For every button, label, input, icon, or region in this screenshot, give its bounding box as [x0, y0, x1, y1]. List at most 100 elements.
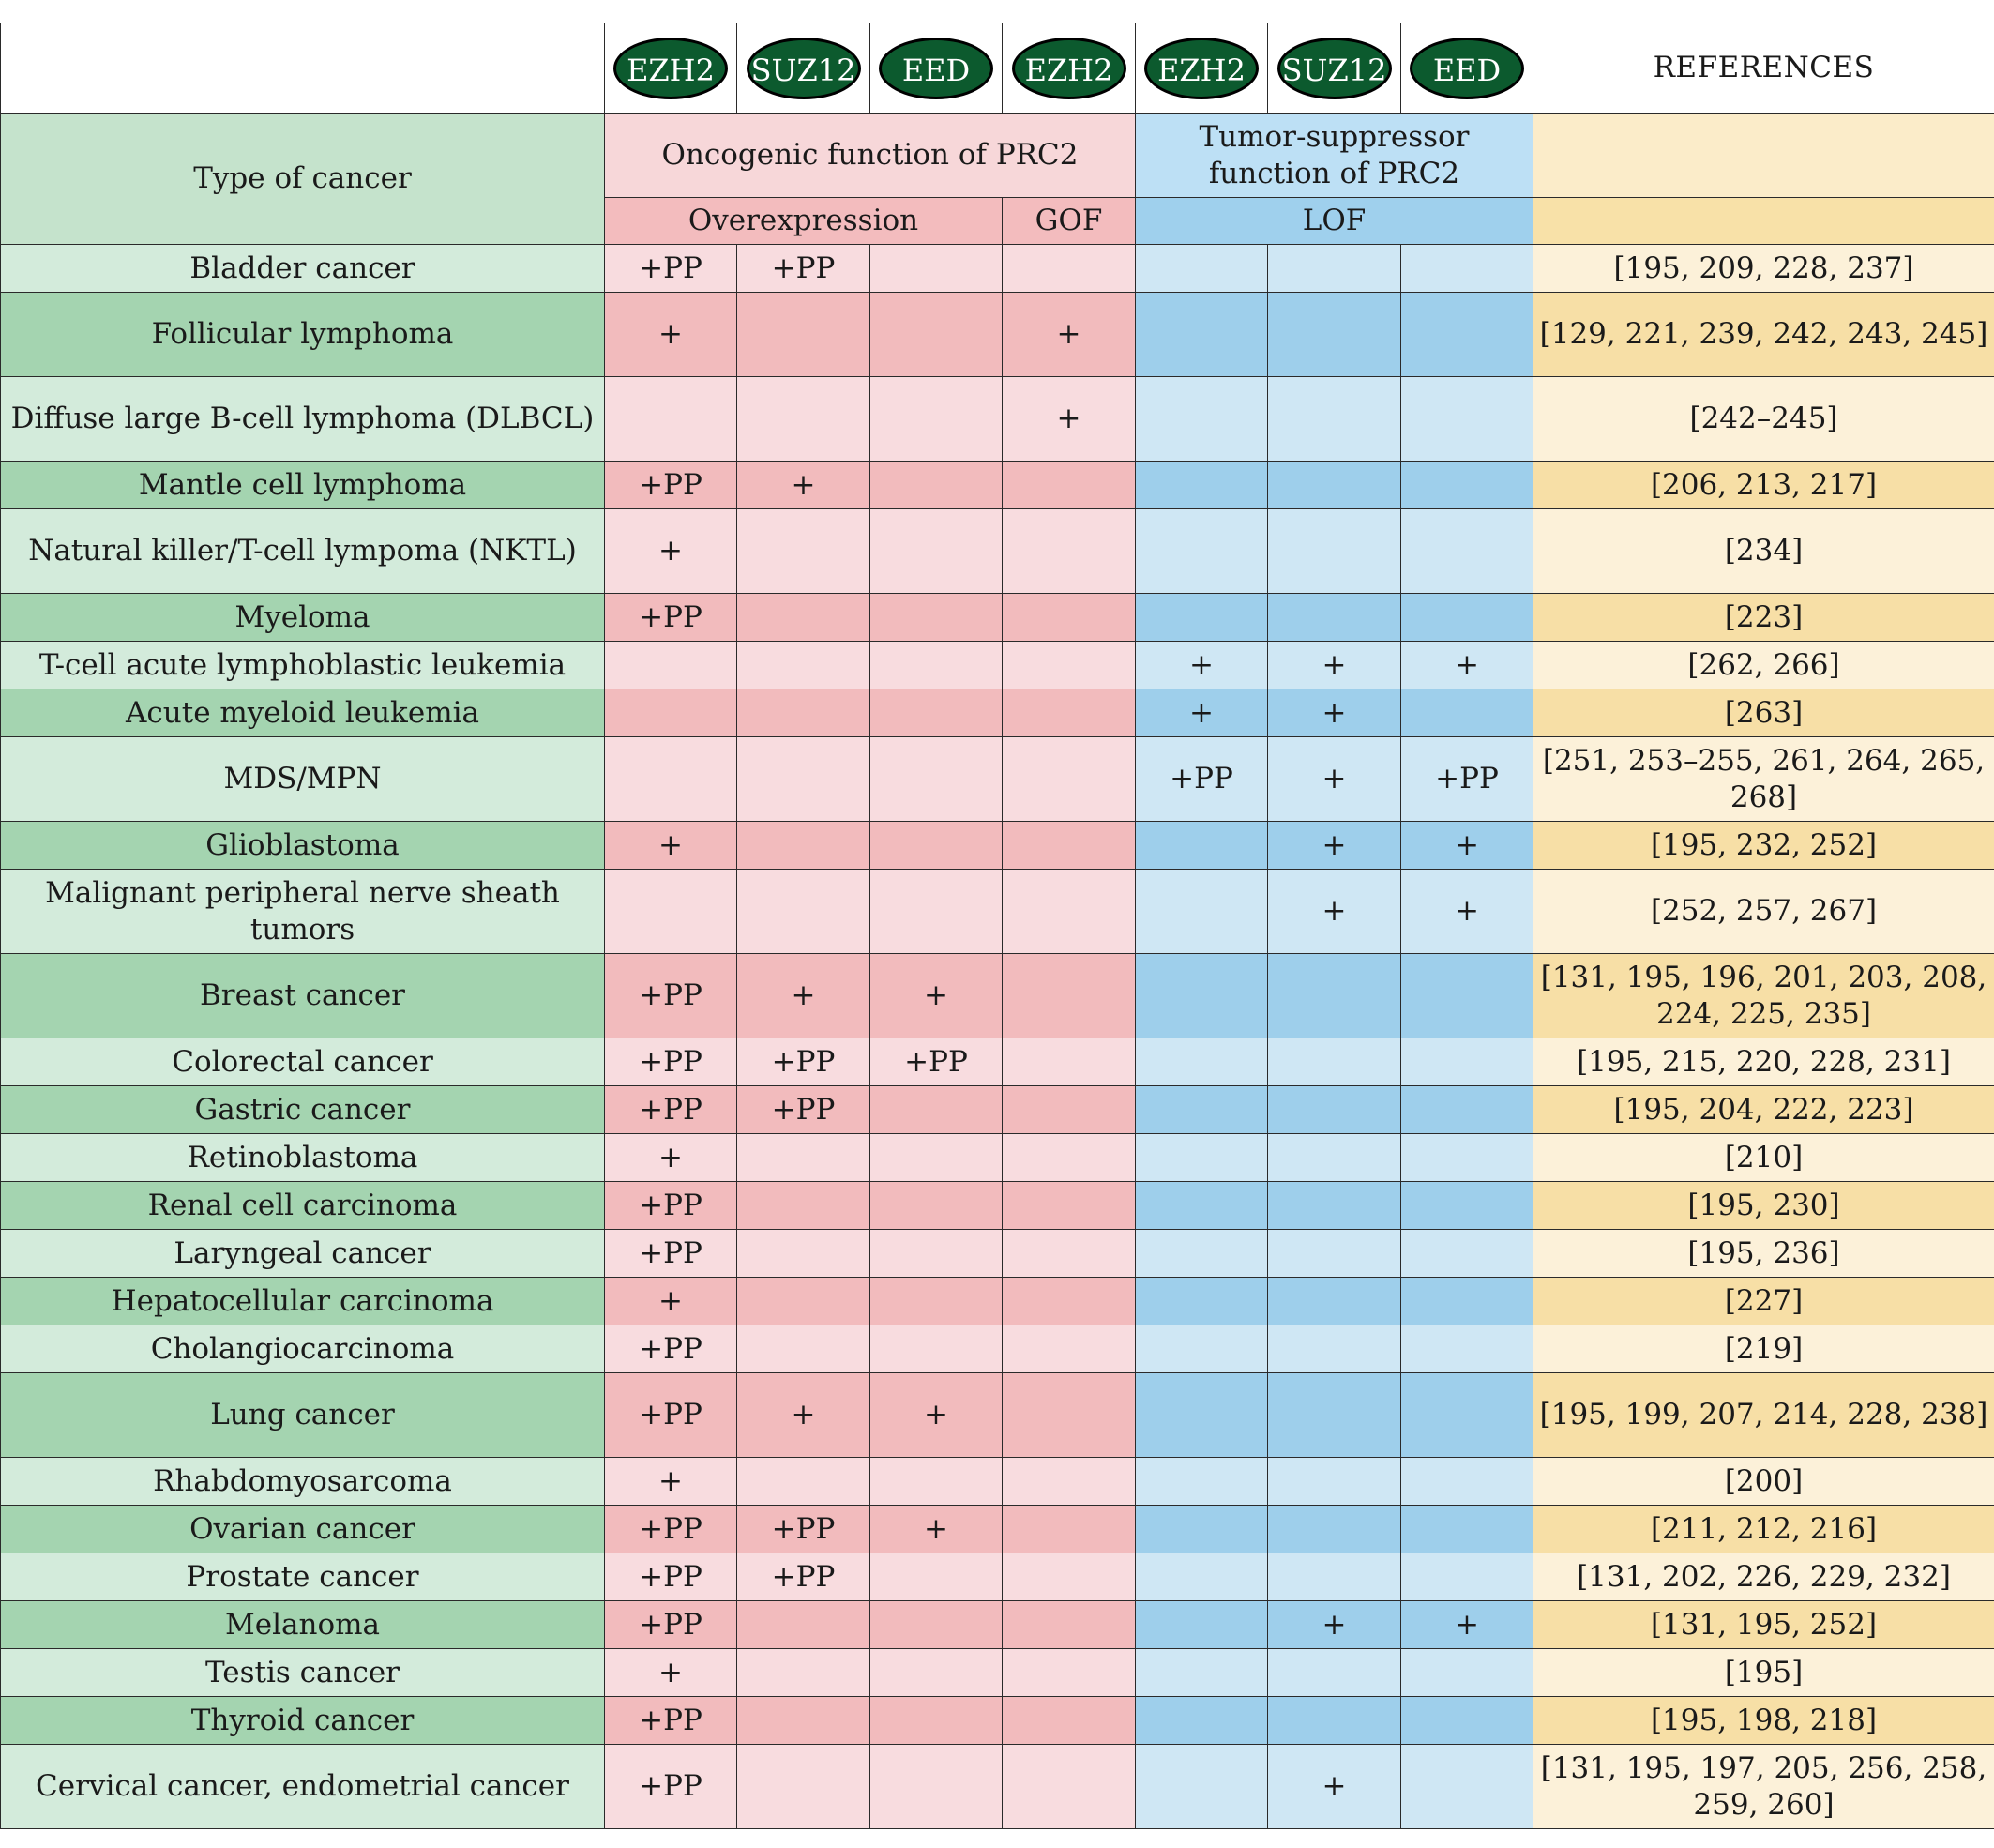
cancer-type-cell: Lung cancer [0, 1372, 605, 1458]
suppressor-mark-cell [1135, 1648, 1268, 1697]
suppressor-mark-cell: + [1135, 689, 1268, 737]
suppressor-mark-cell [1135, 1038, 1268, 1086]
oncogenic-mark-cell [869, 689, 1003, 737]
suppressor-mark-cell: + [1267, 641, 1401, 689]
references-cell: [131, 195, 252] [1533, 1600, 1994, 1649]
references-cell: [234] [1533, 508, 1994, 594]
protein-oval-ezh2: EZH2 [1144, 37, 1259, 99]
suppressor-mark-cell [1400, 244, 1533, 293]
oncogenic-mark-cell: + [604, 1457, 737, 1506]
references-header-blank [1533, 113, 1994, 198]
protein-oval-suz12: SUZ12 [746, 37, 861, 99]
oncogenic-mark-cell [1002, 1696, 1136, 1745]
cancer-type-cell: Natural killer/T-cell lympoma (NKTL) [0, 508, 605, 594]
oncogenic-mark-cell [1002, 1457, 1136, 1506]
protein-oval-eed: EED [1410, 37, 1524, 99]
suppressor-mark-cell [1267, 1277, 1401, 1325]
oncogenic-mark-cell: +PP [736, 244, 870, 293]
cancer-type-cell: Glioblastoma [0, 821, 605, 870]
oncogenic-mark-cell [736, 689, 870, 737]
suppressor-mark-cell: + [1400, 869, 1533, 954]
table-row: Mantle cell lymphoma +PP + [206, 213, 217] [0, 461, 1994, 509]
references-subheader-blank [1533, 197, 1994, 245]
suppressor-mark-cell: + [1400, 1600, 1533, 1649]
suppressor-mark-cell [1135, 508, 1268, 594]
oncogenic-mark-cell [1002, 1325, 1136, 1373]
oncogenic-mark-cell [736, 1600, 870, 1649]
protein-header-cell: EED [1400, 23, 1533, 114]
oncogenic-mark-cell [736, 1648, 870, 1697]
table-row: Lung cancer +PP + + [195, 199, 207, 214, 228… [0, 1372, 1994, 1458]
protein-header-cell: SUZ12 [736, 23, 870, 114]
oncogenic-mark-cell [869, 1277, 1003, 1325]
suppressor-mark-cell [1267, 1229, 1401, 1278]
references-cell: [262, 266] [1533, 641, 1994, 689]
suppressor-mark-cell [1400, 689, 1533, 737]
oncogenic-mark-cell [869, 1133, 1003, 1182]
table-row: Malignant peripheral nerve sheath tumors… [0, 869, 1994, 954]
table-row: MDS/MPN +PP + +PP [251, 253–255, 261, 264, 2… [0, 736, 1994, 822]
table-row: Glioblastoma + + + [195, 232, 252] [0, 821, 1994, 870]
suppressor-mark-cell [1400, 593, 1533, 642]
references-cell: [210] [1533, 1133, 1994, 1182]
references-cell: [195, 199, 207, 214, 228, 238] [1533, 1372, 1994, 1458]
suppressor-mark-cell [1400, 1229, 1533, 1278]
oncogenic-mark-cell: +PP [736, 1553, 870, 1601]
suppressor-mark-cell [1400, 1181, 1533, 1230]
oncogenic-mark-cell [869, 461, 1003, 509]
oncogenic-mark-cell [1002, 1181, 1136, 1230]
oncogenic-mark-cell [1002, 1553, 1136, 1601]
references-cell: [129, 221, 239, 242, 243, 245] [1533, 292, 1994, 377]
protein-oval-eed: EED [879, 37, 993, 99]
table-row: Melanoma +PP + + [131, 195, 252] [0, 1600, 1994, 1649]
suppressor-mark-cell: + [1267, 736, 1401, 822]
oncogenic-mark-cell [736, 1744, 870, 1829]
cancer-type-cell: Cholangiocarcinoma [0, 1325, 605, 1373]
suppressor-mark-cell [1267, 1038, 1401, 1086]
suppressor-mark-cell [1267, 1457, 1401, 1506]
oncogenic-mark-cell [1002, 1648, 1136, 1697]
suppressor-mark-cell [1135, 953, 1268, 1038]
cancer-type-cell: Acute myeloid leukemia [0, 689, 605, 737]
references-cell: [200] [1533, 1457, 1994, 1506]
oncogenic-mark-cell [604, 641, 737, 689]
oncogenic-mark-cell [869, 593, 1003, 642]
table-row: Prostate cancer +PP +PP [131, 202, 226, 229… [0, 1553, 1994, 1601]
cancer-type-cell: Hepatocellular carcinoma [0, 1277, 605, 1325]
references-cell: [195, 230] [1533, 1181, 1994, 1230]
oncogenic-mark-cell [869, 821, 1003, 870]
table-row: Ovarian cancer +PP +PP + [211, 212, 216] [0, 1505, 1994, 1553]
protein-header-row: EZH2 SUZ12 EED EZH2 EZH2 SUZ12 EED REFER… [0, 23, 1994, 114]
oncogenic-mark-cell [736, 376, 870, 462]
prc2-cancer-table: EZH2 SUZ12 EED EZH2 EZH2 SUZ12 EED REFER… [0, 23, 1994, 1829]
oncogenic-mark-cell [869, 736, 1003, 822]
oncogenic-mark-cell [869, 1648, 1003, 1697]
oncogenic-mark-cell: + [736, 461, 870, 509]
table-row: Hepatocellular carcinoma + [227] [0, 1277, 1994, 1325]
protein-oval-ezh2: EZH2 [1011, 37, 1126, 99]
references-cell: [131, 195, 196, 201, 203, 208, 224, 225,… [1533, 953, 1994, 1038]
suppressor-mark-cell [1135, 1085, 1268, 1134]
suppressor-mark-cell: + [1400, 641, 1533, 689]
references-cell: [252, 257, 267] [1533, 869, 1994, 954]
oncogenic-mark-cell [869, 292, 1003, 377]
references-cell: [211, 212, 216] [1533, 1505, 1994, 1553]
references-cell: [195] [1533, 1648, 1994, 1697]
oncogenic-mark-cell: +PP [604, 1372, 737, 1458]
suppressor-mark-cell [1400, 1325, 1533, 1373]
oncogenic-mark-cell: +PP [604, 1038, 737, 1086]
tumor-suppressor-function-header: Tumor-suppressor function of PRC2 [1135, 113, 1533, 198]
suppressor-mark-cell [1400, 1744, 1533, 1829]
oncogenic-mark-cell [869, 1744, 1003, 1829]
oncogenic-mark-cell: +PP [736, 1085, 870, 1134]
protein-header-cell: EED [869, 23, 1003, 114]
cancer-type-cell: Breast cancer [0, 953, 605, 1038]
suppressor-mark-cell [1135, 593, 1268, 642]
suppressor-mark-cell: +PP [1135, 736, 1268, 822]
suppressor-mark-cell [1267, 1505, 1401, 1553]
oncogenic-mark-cell: + [869, 1372, 1003, 1458]
suppressor-mark-cell [1135, 1181, 1268, 1230]
oncogenic-mark-cell [1002, 641, 1136, 689]
suppressor-mark-cell [1267, 508, 1401, 594]
references-cell: [195, 204, 222, 223] [1533, 1085, 1994, 1134]
